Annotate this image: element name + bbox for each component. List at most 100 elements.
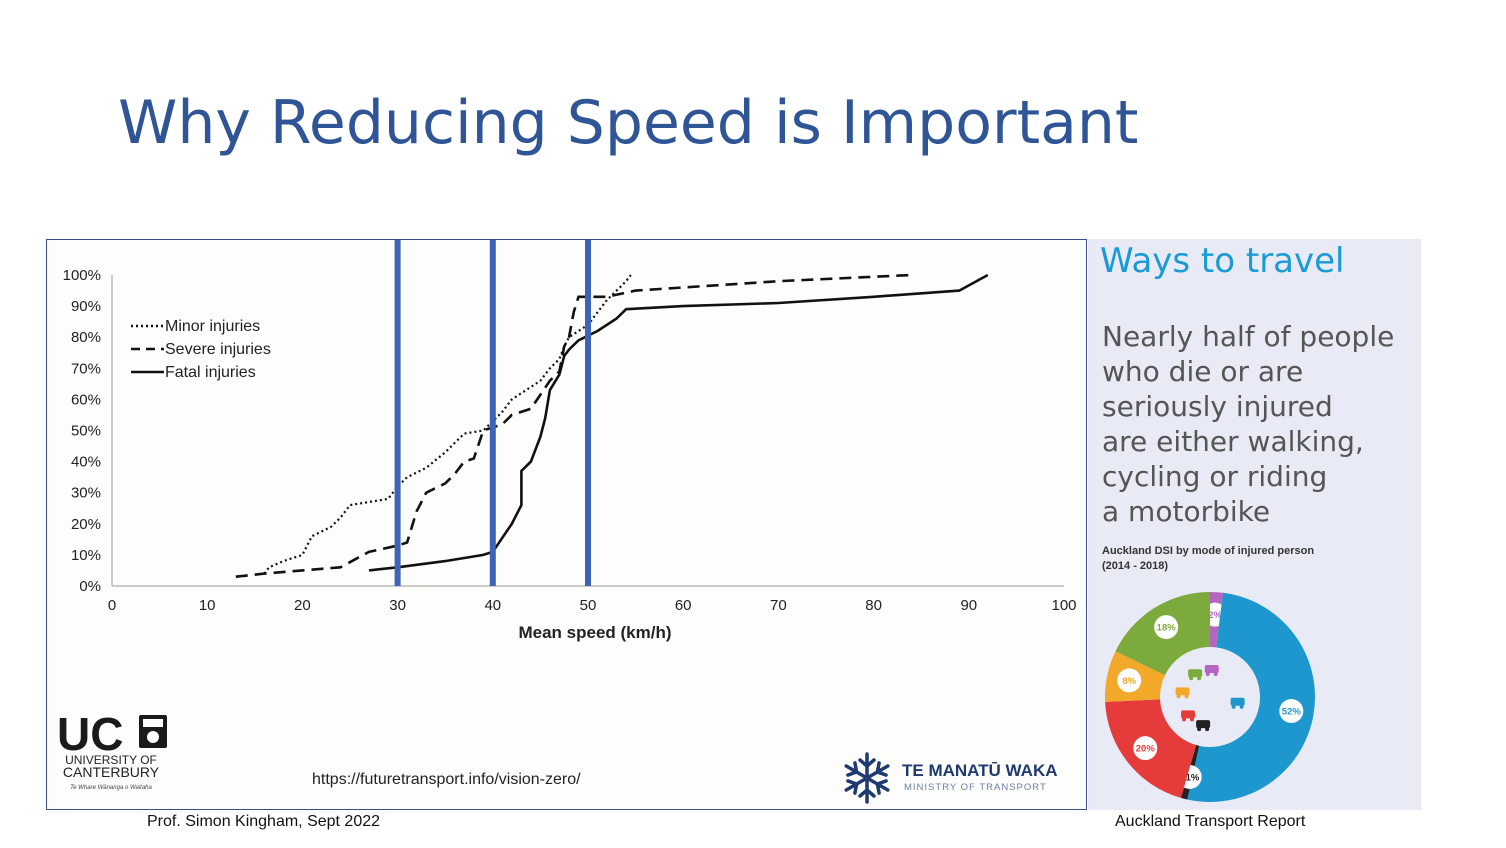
- car-icon: [1230, 697, 1245, 709]
- source-url: https://futuretransport.info/vision-zero…: [312, 771, 581, 788]
- y-tick-label: 40%: [71, 454, 101, 471]
- ministry-star-stroke: [858, 778, 876, 804]
- donut-label-badge: [1133, 736, 1158, 761]
- truck-icon-body: [1204, 665, 1219, 674]
- chart-legend: Minor injuries Severe injuries Fatal injur…: [131, 318, 271, 381]
- ministry-star-arm: [866, 761, 890, 779]
- x-tick-label: 20: [294, 597, 311, 614]
- y-tick-label: 20%: [71, 516, 101, 533]
- ministry-star-stroke: [866, 777, 890, 795]
- side-line: Nearly half of people: [1102, 320, 1395, 353]
- car-icon-wheel: [1231, 704, 1236, 709]
- university-logo: UC UNIVERSITY OF CANTERBURY Te Whare Wān…: [57, 708, 167, 791]
- ministry-name: TE MANATŪ WAKA: [902, 761, 1058, 780]
- truck-icon: [1204, 665, 1219, 677]
- car-icon-wheel: [1239, 704, 1244, 709]
- donut-title-line1: Auckland DSI by mode of injured person: [1102, 545, 1315, 557]
- side-line: who die or are: [1102, 355, 1304, 388]
- donut-label-badge: [1117, 668, 1142, 693]
- side-line: are either walking,: [1102, 425, 1364, 458]
- donut-segment: [1187, 592, 1315, 802]
- x-tick-label: 100: [1051, 597, 1076, 614]
- y-tick-label: 90%: [71, 298, 101, 315]
- donut-label: 52%: [1282, 707, 1302, 718]
- bicycle-icon: [1175, 687, 1190, 699]
- crest-emblem: [147, 731, 159, 743]
- y-tick-label: 80%: [71, 329, 101, 346]
- y-tick-label: 10%: [71, 547, 101, 564]
- ministry-star-stroke: [858, 752, 876, 778]
- university-line1: UNIVERSITY OF: [65, 753, 157, 767]
- pedestrian-icon-wheel: [1197, 676, 1202, 681]
- donut-title: Auckland DSI by mode of injured person (…: [1102, 544, 1402, 574]
- truck-icon-wheel: [1205, 672, 1210, 677]
- pedestrian-icon-body: [1188, 669, 1203, 678]
- donut-title-line2: (2014 - 2018): [1102, 560, 1169, 572]
- car-icon-body: [1230, 697, 1245, 706]
- y-tick-label: 70%: [71, 360, 101, 377]
- bus-icon-wheel: [1205, 727, 1210, 732]
- x-tick-label: 30: [389, 597, 406, 614]
- y-tick-label: 100%: [63, 267, 101, 284]
- donut-label: 2%: [1208, 610, 1222, 621]
- side-line: a motorbike: [1102, 495, 1271, 528]
- ministry-star-arm: [844, 761, 868, 779]
- donut-label: 8%: [1122, 676, 1136, 687]
- ministry-star-arm: [858, 778, 876, 804]
- ministry-star-icon: [844, 752, 890, 804]
- slide-title: Why Reducing Speed is Important: [118, 88, 1139, 158]
- x-tick-label: 0: [108, 597, 116, 614]
- speed-marker-30: [394, 240, 401, 586]
- x-axis-label: Mean speed (km/h): [518, 623, 671, 642]
- pedestrian-icon-wheel: [1189, 676, 1194, 681]
- ministry-subtitle: MINISTRY OF TRANSPORT: [904, 782, 1047, 793]
- chart-axes: 0 10 20 30 40 50 60 70 80 90 100 0% 10% 20% 30% 40% 50% 6…: [63, 267, 1077, 614]
- chart-panel: 0 10 20 30 40 50 60 70 80 90 100 0% 10% 20% 30% 40% 50% 6…: [46, 239, 1087, 810]
- motorbike-icon-body: [1181, 710, 1196, 719]
- footer-author: Prof. Simon Kingham, Sept 2022: [147, 813, 381, 830]
- y-tick-label: 50%: [71, 423, 101, 440]
- x-tick-label: 90: [960, 597, 977, 614]
- y-tick-label: 60%: [71, 391, 101, 408]
- legend-label: Minor injuries: [165, 318, 260, 335]
- university-line2: CANTERBURY: [63, 764, 160, 780]
- pedestrian-icon: [1188, 669, 1203, 681]
- y-tick-label: 0%: [79, 578, 101, 595]
- footer-source: Auckland Transport Report: [1115, 813, 1306, 830]
- mode-donut-chart: 2% 52% <1% 20% 8% 18%: [1105, 592, 1315, 802]
- x-tick-label: 50: [580, 597, 597, 614]
- ways-to-travel-panel: Ways to travel Nearly half of people who…: [1088, 239, 1421, 810]
- x-tick-label: 60: [675, 597, 692, 614]
- university-motto: Te Whare Wānanga o Waitaha: [70, 785, 152, 791]
- side-title: Ways to travel: [1100, 241, 1345, 281]
- ministry-star-stroke: [866, 761, 890, 779]
- side-line: cycling or riding: [1102, 460, 1328, 493]
- legend-label: Fatal injuries: [165, 364, 256, 381]
- bicycle-icon-wheel: [1176, 694, 1181, 699]
- series-line-fatal: [368, 273, 989, 572]
- x-tick-label: 40: [484, 597, 501, 614]
- x-tick-label: 80: [865, 597, 882, 614]
- legend-label: Severe injuries: [165, 341, 271, 358]
- truck-icon-wheel: [1213, 672, 1218, 677]
- university-logo-letters: UC: [57, 708, 123, 760]
- series-line-minor: [263, 274, 632, 575]
- speed-marker-50: [585, 240, 591, 586]
- ministry-star-stroke: [844, 761, 868, 779]
- series-line-severe: [235, 273, 912, 578]
- donut-label-badge: [1154, 615, 1179, 640]
- reference-lines: [394, 240, 591, 586]
- side-line: seriously injured: [1102, 390, 1333, 423]
- motorbike-icon-wheel: [1190, 717, 1195, 722]
- donut-label: 18%: [1157, 623, 1177, 634]
- bus-icon-wheel: [1197, 727, 1202, 732]
- bicycle-icon-body: [1175, 687, 1190, 696]
- crest-band: [143, 719, 163, 727]
- side-description: Nearly half of people who die or are ser…: [1102, 319, 1412, 529]
- x-tick-label: 70: [770, 597, 787, 614]
- motorbike-icon: [1181, 710, 1196, 722]
- donut-label: <1%: [1180, 772, 1200, 783]
- speed-marker-40: [489, 240, 496, 586]
- ministry-star-stroke: [844, 777, 868, 795]
- ministry-star-arm: [844, 777, 868, 795]
